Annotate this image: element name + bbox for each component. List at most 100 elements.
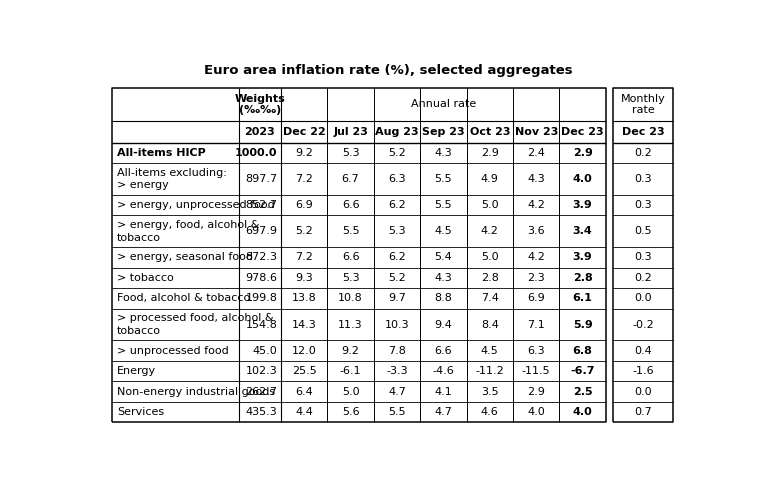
Text: -6.1: -6.1 <box>340 366 362 376</box>
Text: 2023: 2023 <box>244 127 275 137</box>
Text: Jul 23: Jul 23 <box>334 127 368 137</box>
Text: 6.9: 6.9 <box>296 200 313 210</box>
Text: -0.2: -0.2 <box>632 320 654 329</box>
Text: 5.9: 5.9 <box>573 320 593 329</box>
Text: 5.5: 5.5 <box>342 227 359 236</box>
Text: 852.7: 852.7 <box>246 200 277 210</box>
Text: 9.7: 9.7 <box>388 294 406 303</box>
Text: 6.7: 6.7 <box>342 174 359 184</box>
Text: 6.6: 6.6 <box>434 346 453 355</box>
Text: 11.3: 11.3 <box>338 320 363 329</box>
Text: 2.9: 2.9 <box>573 148 593 158</box>
Text: 4.3: 4.3 <box>434 273 453 283</box>
Text: 5.2: 5.2 <box>388 148 406 158</box>
Text: Monthly
rate: Monthly rate <box>621 94 666 115</box>
Text: 8.4: 8.4 <box>481 320 499 329</box>
Text: 2.8: 2.8 <box>481 273 499 283</box>
Text: 13.8: 13.8 <box>292 294 317 303</box>
Text: 4.2: 4.2 <box>528 253 545 262</box>
Text: 0.4: 0.4 <box>634 346 652 355</box>
Text: 2.8: 2.8 <box>573 273 593 283</box>
Text: Oct 23: Oct 23 <box>469 127 510 137</box>
Text: 5.5: 5.5 <box>434 200 453 210</box>
Text: 5.4: 5.4 <box>434 253 453 262</box>
Text: 0.0: 0.0 <box>634 387 652 397</box>
Text: 697.9: 697.9 <box>246 227 277 236</box>
Text: 4.3: 4.3 <box>528 174 545 184</box>
Text: 5.5: 5.5 <box>388 407 406 417</box>
Text: Food, alcohol & tobacco: Food, alcohol & tobacco <box>117 294 250 303</box>
Text: -1.6: -1.6 <box>632 366 654 376</box>
Text: 102.3: 102.3 <box>246 366 277 376</box>
Text: 9.4: 9.4 <box>434 320 453 329</box>
Text: 0.7: 0.7 <box>634 407 652 417</box>
Text: 14.3: 14.3 <box>292 320 317 329</box>
Text: 2.5: 2.5 <box>573 387 593 397</box>
Text: 6.3: 6.3 <box>528 346 545 355</box>
Text: 435.3: 435.3 <box>246 407 277 417</box>
Text: 0.3: 0.3 <box>634 174 652 184</box>
Text: Energy: Energy <box>117 366 156 376</box>
Text: 9.2: 9.2 <box>342 346 359 355</box>
Text: 1000.0: 1000.0 <box>235 148 277 158</box>
Text: 154.8: 154.8 <box>246 320 277 329</box>
Text: 45.0: 45.0 <box>252 346 277 355</box>
Text: 4.0: 4.0 <box>528 407 545 417</box>
Text: 3.9: 3.9 <box>573 253 593 262</box>
Text: 3.5: 3.5 <box>481 387 499 397</box>
Text: 5.2: 5.2 <box>388 273 406 283</box>
Text: Dec 22: Dec 22 <box>283 127 325 137</box>
Text: 2.3: 2.3 <box>528 273 545 283</box>
Text: Non-energy industrial goods: Non-energy industrial goods <box>117 387 275 397</box>
Text: Euro area inflation rate (%), selected aggregates: Euro area inflation rate (%), selected a… <box>204 64 573 77</box>
Text: -6.7: -6.7 <box>570 366 595 376</box>
Text: 6.2: 6.2 <box>388 253 406 262</box>
Text: 6.2: 6.2 <box>388 200 406 210</box>
Text: 2.9: 2.9 <box>481 148 499 158</box>
Text: 8.8: 8.8 <box>434 294 453 303</box>
Text: > energy, food, alcohol &
tobacco: > energy, food, alcohol & tobacco <box>117 220 259 242</box>
Text: 4.5: 4.5 <box>434 227 453 236</box>
Text: 3.9: 3.9 <box>573 200 593 210</box>
Text: -4.6: -4.6 <box>433 366 454 376</box>
Text: 4.7: 4.7 <box>388 387 406 397</box>
Text: 0.3: 0.3 <box>634 200 652 210</box>
Text: > energy, seasonal food: > energy, seasonal food <box>117 253 253 262</box>
Text: -11.2: -11.2 <box>475 366 504 376</box>
Text: 4.5: 4.5 <box>481 346 499 355</box>
Text: 10.3: 10.3 <box>384 320 409 329</box>
Text: > energy, unprocessed food: > energy, unprocessed food <box>117 200 275 210</box>
Text: 6.8: 6.8 <box>573 346 593 355</box>
Text: 5.3: 5.3 <box>342 273 359 283</box>
Text: 0.5: 0.5 <box>634 227 652 236</box>
Text: 4.0: 4.0 <box>573 174 593 184</box>
Text: Weights
(‰‰): Weights (‰‰) <box>234 94 285 115</box>
Text: Aug 23: Aug 23 <box>375 127 419 137</box>
Text: 7.1: 7.1 <box>528 320 545 329</box>
Text: 262.7: 262.7 <box>246 387 277 397</box>
Text: 897.7: 897.7 <box>246 174 277 184</box>
Text: 5.0: 5.0 <box>342 387 359 397</box>
Text: 4.6: 4.6 <box>481 407 499 417</box>
Text: Annual rate: Annual rate <box>411 99 476 110</box>
Text: 2.4: 2.4 <box>528 148 545 158</box>
Text: -11.5: -11.5 <box>522 366 550 376</box>
Text: 0.0: 0.0 <box>634 294 652 303</box>
Text: 12.0: 12.0 <box>292 346 317 355</box>
Text: 5.0: 5.0 <box>481 253 499 262</box>
Text: 4.2: 4.2 <box>481 227 499 236</box>
Text: 4.7: 4.7 <box>434 407 453 417</box>
Text: 4.2: 4.2 <box>528 200 545 210</box>
Text: 0.3: 0.3 <box>634 253 652 262</box>
Text: 4.0: 4.0 <box>573 407 593 417</box>
Text: 5.0: 5.0 <box>481 200 499 210</box>
Text: 6.6: 6.6 <box>342 200 359 210</box>
Text: Dec 23: Dec 23 <box>622 127 665 137</box>
Text: All-items excluding:
> energy: All-items excluding: > energy <box>117 168 227 190</box>
Text: 5.3: 5.3 <box>388 227 406 236</box>
Text: 9.2: 9.2 <box>295 148 313 158</box>
Text: > processed food, alcohol &
tobacco: > processed food, alcohol & tobacco <box>117 313 274 336</box>
Text: 4.4: 4.4 <box>295 407 313 417</box>
Text: 3.6: 3.6 <box>528 227 545 236</box>
Text: 6.4: 6.4 <box>296 387 313 397</box>
